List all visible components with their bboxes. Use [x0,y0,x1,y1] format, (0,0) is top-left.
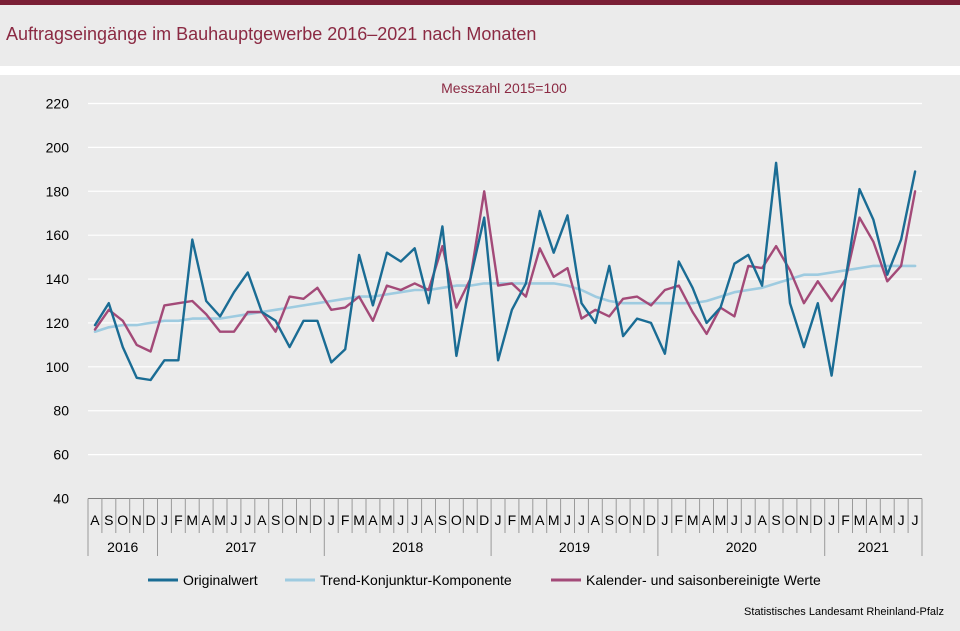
month-label: A [757,512,767,528]
month-label: O [618,512,629,528]
month-label: J [745,512,752,528]
month-label: D [312,512,322,528]
year-label: 2018 [392,539,423,555]
month-label: M [214,512,226,528]
month-label: F [841,512,850,528]
month-label: F [341,512,350,528]
month-label: D [145,512,155,528]
month-label: A [90,512,100,528]
y-tick-label: 80 [53,403,69,419]
month-label: D [646,512,656,528]
month-label: F [174,512,183,528]
series-line-originalwert [93,161,917,382]
month-label: J [495,512,502,528]
month-label: J [244,512,251,528]
month-label: S [271,512,280,528]
month-label: M [548,512,560,528]
y-tick-label: 100 [46,359,70,375]
month-label: F [674,512,683,528]
year-label: 2017 [225,539,256,555]
series-line-saisonbereinigt [93,190,917,353]
y-tick-label: 120 [46,315,70,331]
month-label: M [715,512,727,528]
month-label: A [368,512,378,528]
month-label: O [451,512,462,528]
month-label: D [813,512,823,528]
month-label: M [881,512,893,528]
month-label: A [201,512,211,528]
month-label: M [854,512,866,528]
month-label: A [257,512,267,528]
month-label: A [535,512,545,528]
month-label: N [465,512,475,528]
month-label: S [605,512,614,528]
month-label: F [508,512,517,528]
year-label: 2021 [858,539,889,555]
month-label: N [799,512,809,528]
month-label: A [702,512,712,528]
legend-label: Trend-Konjunktur-Komponente [320,572,512,588]
month-label: J [661,512,668,528]
source-credit: Statistisches Landesamt Rheinland-Pfalz [744,606,944,618]
month-label: M [381,512,393,528]
month-label: O [117,512,128,528]
month-label: A [869,512,879,528]
year-label: 2020 [726,539,757,555]
month-label: J [397,512,404,528]
month-label: S [104,512,113,528]
month-label: N [132,512,142,528]
month-label: J [731,512,738,528]
legend-label: Originalwert [183,572,258,588]
y-tick-label: 160 [46,227,70,243]
month-label: N [298,512,308,528]
month-label: J [411,512,418,528]
top-accent-rule [0,0,960,5]
month-label: M [353,512,365,528]
y-tick-label: 180 [46,183,70,199]
month-label: O [785,512,796,528]
year-label: 2016 [107,539,138,555]
month-label: N [632,512,642,528]
month-label: M [186,512,198,528]
month-label: A [424,512,434,528]
month-label: A [591,512,601,528]
y-tick-label: 60 [53,447,69,463]
month-label: M [520,512,532,528]
month-label: S [438,512,447,528]
page-title: Auftragseingänge im Bauhauptgewerbe 2016… [6,24,537,44]
month-label: J [161,512,168,528]
month-label: J [912,512,919,528]
legend-label: Kalender- und saisonbereinigte Werte [586,572,821,588]
y-tick-label: 220 [46,96,70,112]
y-tick-label: 40 [53,491,69,507]
month-label: J [578,512,585,528]
month-label: M [687,512,699,528]
y-tick-label: 200 [46,139,70,155]
month-label: O [284,512,295,528]
month-label: J [828,512,835,528]
year-label: 2019 [559,539,590,555]
month-label: J [564,512,571,528]
y-tick-label: 140 [46,271,70,287]
month-label: S [771,512,780,528]
month-label: D [479,512,489,528]
month-label: J [328,512,335,528]
month-label: J [898,512,905,528]
month-label: J [230,512,237,528]
header-separator [0,66,960,75]
chart-subtitle: Messzahl 2015=100 [441,80,567,96]
